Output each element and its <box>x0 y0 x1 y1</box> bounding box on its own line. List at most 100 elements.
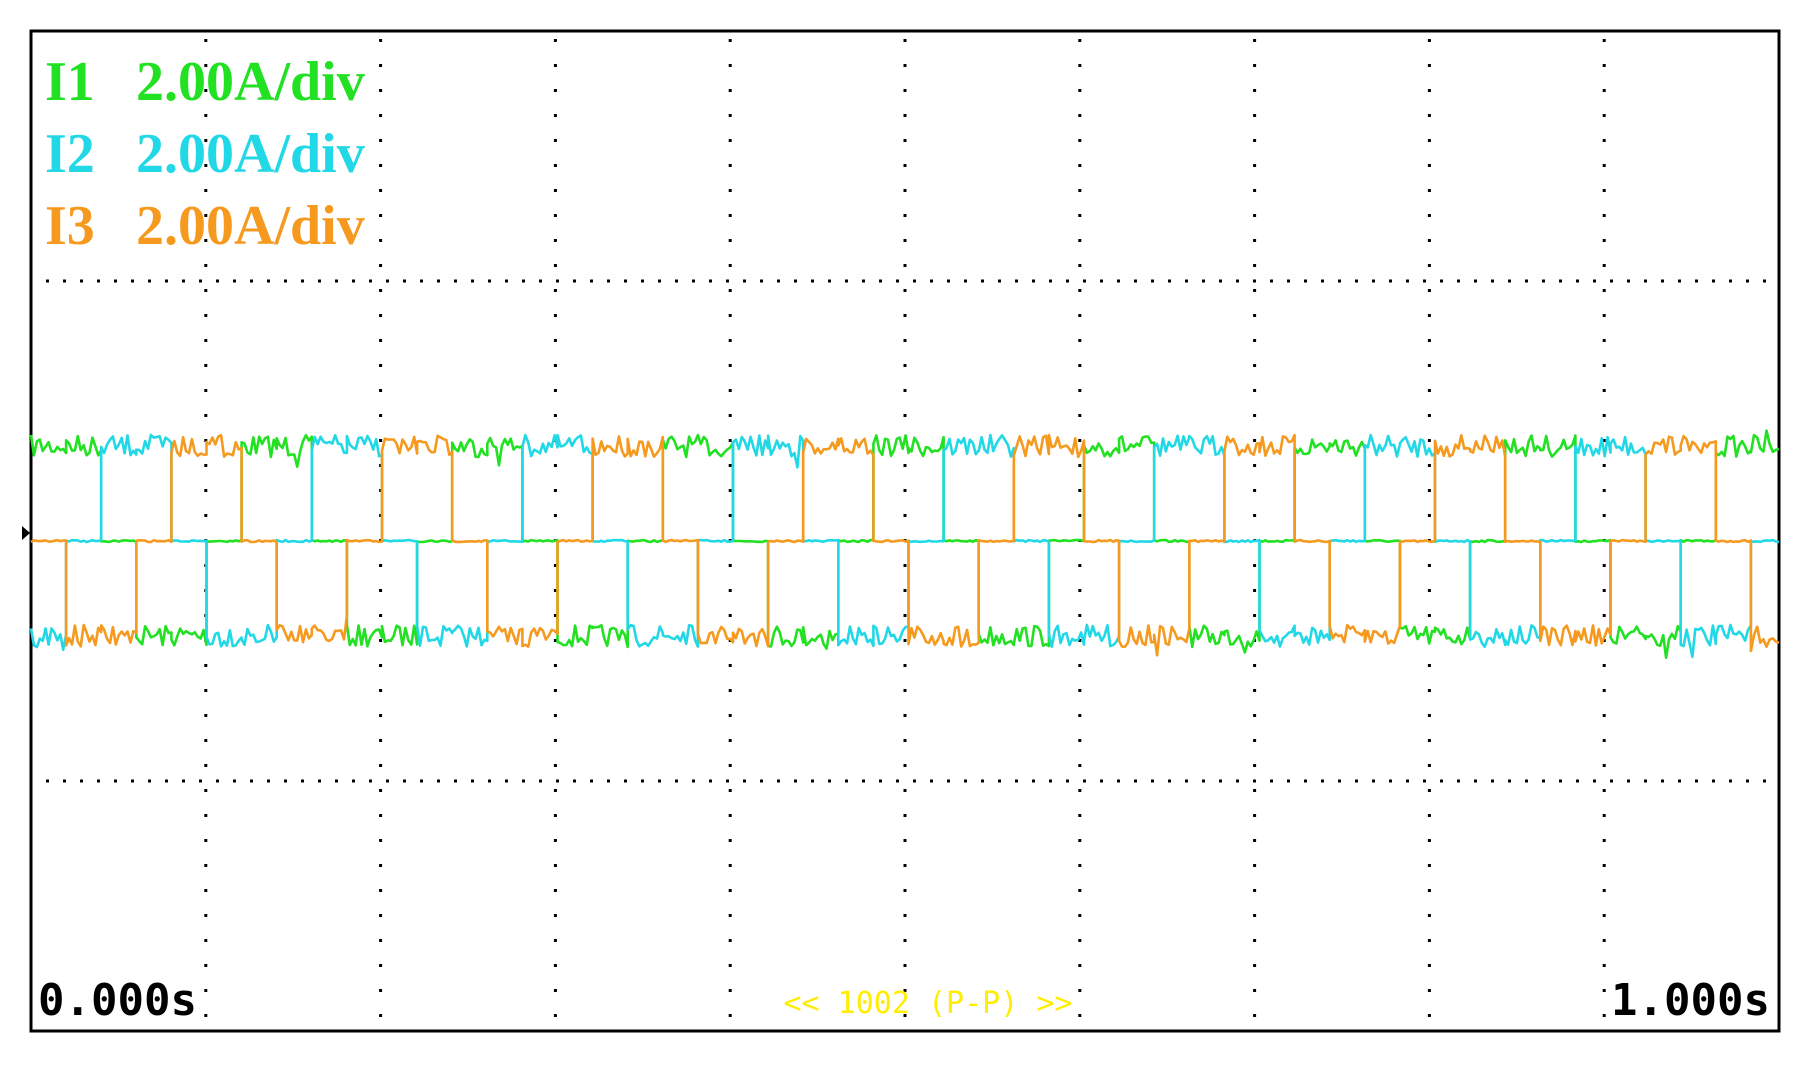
grid-dot <box>1066 780 1069 783</box>
grid-dot <box>204 739 207 742</box>
grid-dot <box>554 414 557 417</box>
grid-dot <box>1603 564 1606 567</box>
grid-dot <box>1389 780 1392 783</box>
grid-dot <box>1078 889 1081 892</box>
grid-dot <box>1603 264 1606 267</box>
grid-dot <box>729 89 732 92</box>
grid-dot <box>1525 280 1528 283</box>
grid-dot <box>692 280 695 283</box>
grid-dot <box>1428 839 1431 842</box>
grid-dot <box>904 264 907 267</box>
grid-dot <box>204 39 207 42</box>
grid-dot <box>1428 414 1431 417</box>
grid-dot <box>379 1014 382 1017</box>
grid-dot <box>63 280 66 283</box>
grid-dot <box>250 280 253 283</box>
record-count-label: << 1002 (P-P) >> <box>784 986 1073 1021</box>
grid-dot <box>267 280 270 283</box>
grid-dot <box>379 814 382 817</box>
grid-dot <box>1428 764 1431 767</box>
grid-dot <box>379 239 382 242</box>
grid-dot <box>624 780 627 783</box>
grid-dot <box>1078 214 1081 217</box>
grid-dot <box>1474 780 1477 783</box>
legend-series-scale: 2.00A/div <box>136 51 365 113</box>
grid-dot <box>573 780 576 783</box>
grid-dot <box>165 780 168 783</box>
grid-dot <box>204 689 207 692</box>
time-start-label: 0.000s <box>38 975 197 1026</box>
grid-dot <box>1603 814 1606 817</box>
grid-dot <box>204 789 207 792</box>
grid-dot <box>554 764 557 767</box>
grid-dot <box>1253 664 1256 667</box>
grid-dot <box>573 280 576 283</box>
grid-dot <box>1428 939 1431 942</box>
grid-dot <box>904 89 907 92</box>
grid-dot <box>675 780 678 783</box>
grid-dot <box>1423 280 1426 283</box>
grid-dot <box>729 789 732 792</box>
grid-dot <box>204 514 207 517</box>
grid-dot <box>379 214 382 217</box>
grid-dot <box>675 280 678 283</box>
grid-dot <box>1428 664 1431 667</box>
grid-dot <box>1627 780 1630 783</box>
grid-dot <box>204 964 207 967</box>
grid-dot <box>148 280 151 283</box>
grid-dot <box>1491 280 1494 283</box>
grid-dot <box>729 339 732 342</box>
grid-dot <box>131 780 134 783</box>
grid-dot <box>590 780 593 783</box>
grid-dot <box>1428 64 1431 67</box>
grid-dot <box>1428 89 1431 92</box>
ground-marker-icon <box>22 526 30 540</box>
grid-dot <box>284 280 287 283</box>
grid-dot <box>1078 914 1081 917</box>
grid-dot <box>729 114 732 117</box>
grid-dot <box>1559 780 1562 783</box>
grid-dot <box>904 864 907 867</box>
grid-dot <box>505 280 508 283</box>
grid-dot <box>1428 564 1431 567</box>
grid-dot <box>204 389 207 392</box>
grid-dot <box>1428 1014 1431 1017</box>
grid-dot <box>904 114 907 117</box>
grid-dot <box>403 780 406 783</box>
grid-dot <box>1428 114 1431 117</box>
grid-dot <box>729 614 732 617</box>
grid-dot <box>369 780 372 783</box>
grid-dot <box>777 280 780 283</box>
grid-dot <box>539 780 542 783</box>
grid-dot <box>607 780 610 783</box>
legend-series-scale: 2.00A/div <box>136 195 365 257</box>
grid-dot <box>267 780 270 783</box>
grid-dot <box>1078 114 1081 117</box>
grid-dot <box>1270 280 1273 283</box>
grid-dot <box>1695 780 1698 783</box>
grid-dot <box>488 780 491 783</box>
grid-dot <box>204 839 207 842</box>
grid-dot <box>335 280 338 283</box>
grid-dot <box>1603 614 1606 617</box>
grid-dot <box>1078 189 1081 192</box>
grid-dot <box>828 280 831 283</box>
grid-dot <box>1746 780 1749 783</box>
grid-dot <box>1428 739 1431 742</box>
grid-dot <box>554 464 557 467</box>
legend: I1 2.00A/div I2 2.00A/div I3 2.00A/div <box>45 51 365 257</box>
grid-dot <box>1049 780 1052 783</box>
grid-dot <box>692 780 695 783</box>
grid-dot <box>1253 989 1256 992</box>
grid-dot <box>379 364 382 367</box>
grid-dot <box>1542 280 1545 283</box>
grid-dot <box>1428 814 1431 817</box>
grid-dot <box>284 780 287 783</box>
grid-dot <box>204 914 207 917</box>
grid-dot <box>335 780 338 783</box>
grid-dot <box>729 889 732 892</box>
grid-dot <box>1603 489 1606 492</box>
grid-dot <box>1474 280 1477 283</box>
grid-dot <box>1253 789 1256 792</box>
